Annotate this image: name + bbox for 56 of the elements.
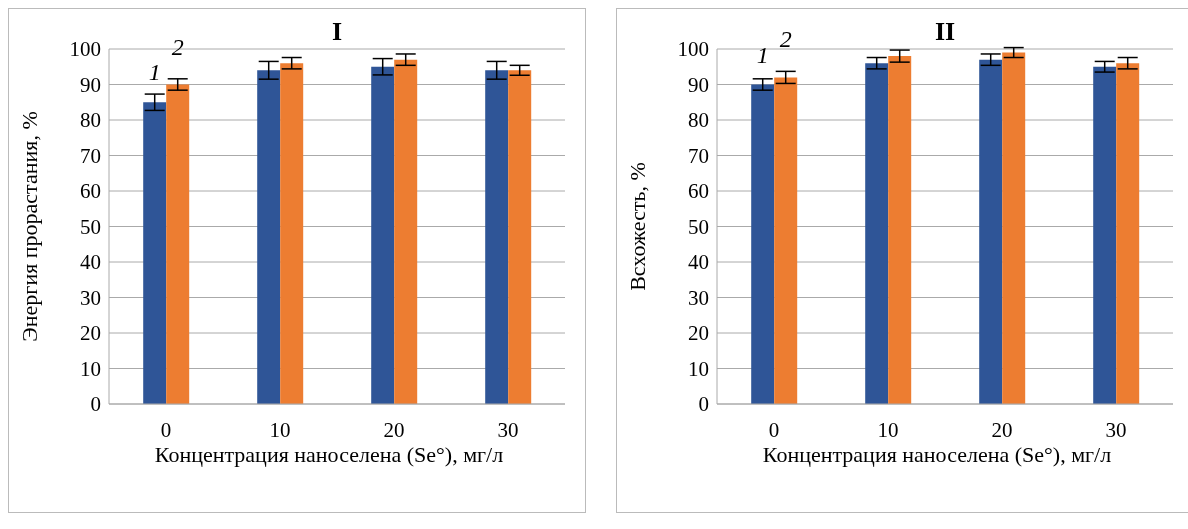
y-tick-label: 80 (80, 108, 101, 133)
bar (751, 84, 775, 404)
y-tick-label: 50 (688, 214, 709, 239)
chart-title: I (331, 17, 343, 46)
x-tick-label: 20 (383, 417, 405, 442)
bar (979, 59, 1003, 404)
y-tick-label: 10 (80, 356, 101, 381)
y-tick-label: 100 (69, 37, 101, 62)
y-tick-label: 70 (688, 143, 709, 168)
x-tick-label: 10 (877, 417, 899, 442)
y-tick-label: 40 (80, 250, 101, 275)
series-label: 1 (148, 59, 161, 86)
x-tick-label: 0 (160, 417, 172, 442)
bar (371, 66, 395, 404)
bar (485, 70, 509, 404)
x-tick-label: 20 (991, 417, 1013, 442)
y-tick-label: 0 (698, 392, 709, 417)
y-tick-label: 20 (80, 321, 101, 346)
bar (1116, 63, 1140, 404)
bar (888, 56, 912, 404)
x-tick-label: 30 (1105, 417, 1127, 442)
x-tick-label: 10 (269, 417, 291, 442)
y-tick-label: 100 (677, 37, 709, 62)
bar (394, 59, 418, 404)
y-tick-label: 80 (688, 108, 709, 133)
series-label: 2 (779, 26, 792, 53)
y-axis-title: Всхожесть, % (624, 162, 650, 291)
y-tick-label: 20 (688, 321, 709, 346)
x-axis-title: Концентрация наноселена (Se°), мг/л (761, 442, 1113, 468)
y-tick-label: 0 (90, 392, 101, 417)
series-label: 2 (171, 33, 184, 60)
x-axis-title: Концентрация наноселена (Se°), мг/л (153, 442, 505, 468)
x-tick-label: 30 (497, 417, 519, 442)
bar (508, 70, 532, 404)
y-tick-label: 10 (688, 356, 709, 381)
bar (774, 77, 798, 404)
bar (1002, 52, 1026, 404)
y-tick-label: 70 (80, 143, 101, 168)
y-tick-label: 40 (688, 250, 709, 275)
series-label: 1 (756, 41, 769, 68)
bar (257, 70, 281, 404)
y-tick-label: 30 (80, 285, 101, 310)
y-tick-label: 90 (80, 72, 101, 97)
x-tick-label: 0 (768, 417, 780, 442)
y-tick-label: 60 (80, 179, 101, 204)
bar (166, 84, 190, 404)
y-tick-label: 30 (688, 285, 709, 310)
y-tick-label: 60 (688, 179, 709, 204)
y-axis-title: Энергия прорастания, % (16, 111, 42, 342)
y-tick-label: 90 (688, 72, 709, 97)
bar (143, 102, 167, 404)
bar (280, 63, 304, 404)
bar (1093, 66, 1117, 404)
bar (865, 63, 889, 404)
y-tick-label: 50 (80, 214, 101, 239)
chart-title: II (934, 17, 956, 46)
